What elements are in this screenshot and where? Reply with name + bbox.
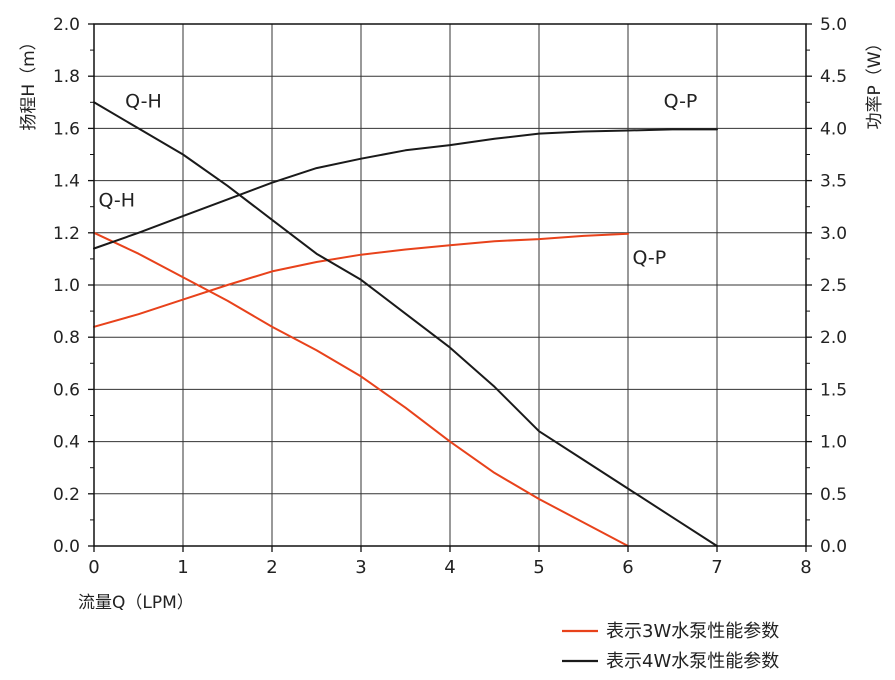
series-line-q-p — [93, 128, 718, 250]
y-right-tick-label: 4.0 — [820, 119, 847, 139]
x-tick-label: 5 — [533, 557, 544, 578]
y-left-tick-label: 1.4 — [53, 172, 80, 192]
series-line-q-h — [93, 231, 629, 547]
y-left-tick-label: 1.0 — [53, 276, 80, 296]
y-right-axis-title: 功率P（W） — [865, 34, 885, 129]
x-tick-label: 0 — [88, 557, 99, 578]
y-left-tick-label: 1.8 — [53, 67, 80, 87]
y-right-tick-label: 0.5 — [820, 485, 847, 505]
series-lines — [93, 101, 718, 547]
x-tick-label: 8 — [800, 557, 811, 578]
y-left-tick-label: 1.6 — [53, 119, 80, 139]
y-right-tick-label: 3.5 — [820, 172, 847, 192]
tick-labels: 0 1 2 3 4 5 6 7 8 0.0 0.2 0.4 0.6 0.8 1.0 1.2 1.4 1.6 1.8 2… — [19, 15, 885, 613]
legend-label: 表示4W水泵性能参数 — [606, 651, 779, 672]
grid-lines — [94, 24, 806, 546]
x-tick-label: 3 — [355, 557, 366, 578]
y-left-tick-label: 0.6 — [53, 380, 80, 400]
series-line-q-p — [93, 232, 629, 328]
x-tick-label: 7 — [711, 557, 722, 578]
y-right-tick-label: 4.5 — [820, 67, 847, 87]
y-right-tick-label: 1.5 — [820, 380, 847, 400]
curve-label: Q-P — [664, 91, 698, 113]
y-right-tick-label: 2.0 — [820, 328, 847, 348]
y-right-tick-label: 2.5 — [820, 276, 847, 296]
y-left-tick-label: 2.0 — [53, 15, 80, 35]
x-axis-title: 流量Q（LPM） — [78, 593, 194, 613]
curve-annotations: Q-H Q-P Q-H Q-P — [98, 91, 697, 270]
y-right-tick-label: 3.0 — [820, 224, 847, 244]
y-left-tick-label: 0.8 — [53, 328, 80, 348]
series-line-q-h — [93, 101, 718, 547]
x-tick-label: 2 — [266, 557, 277, 578]
legend-label: 表示3W水泵性能参数 — [606, 621, 779, 642]
curve-label: Q-H — [125, 91, 162, 113]
y-left-axis-title: 扬程H（m） — [19, 33, 39, 130]
y-left-tick-label: 0.4 — [53, 433, 80, 453]
x-tick-label: 1 — [177, 557, 188, 578]
y-right-tick-label: 5.0 — [820, 15, 847, 35]
x-tick-label: 6 — [622, 557, 633, 578]
y-left-tick-label: 1.2 — [53, 224, 80, 244]
y-right-tick-label: 0.0 — [820, 537, 847, 557]
y-left-tick-label: 0.2 — [53, 485, 80, 505]
y-right-tick-label: 1.0 — [820, 433, 847, 453]
curve-label: Q-H — [98, 190, 135, 212]
curve-label: Q-P — [632, 247, 666, 269]
x-tick-label: 4 — [444, 557, 455, 578]
y-left-tick-label: 0.0 — [53, 537, 80, 557]
